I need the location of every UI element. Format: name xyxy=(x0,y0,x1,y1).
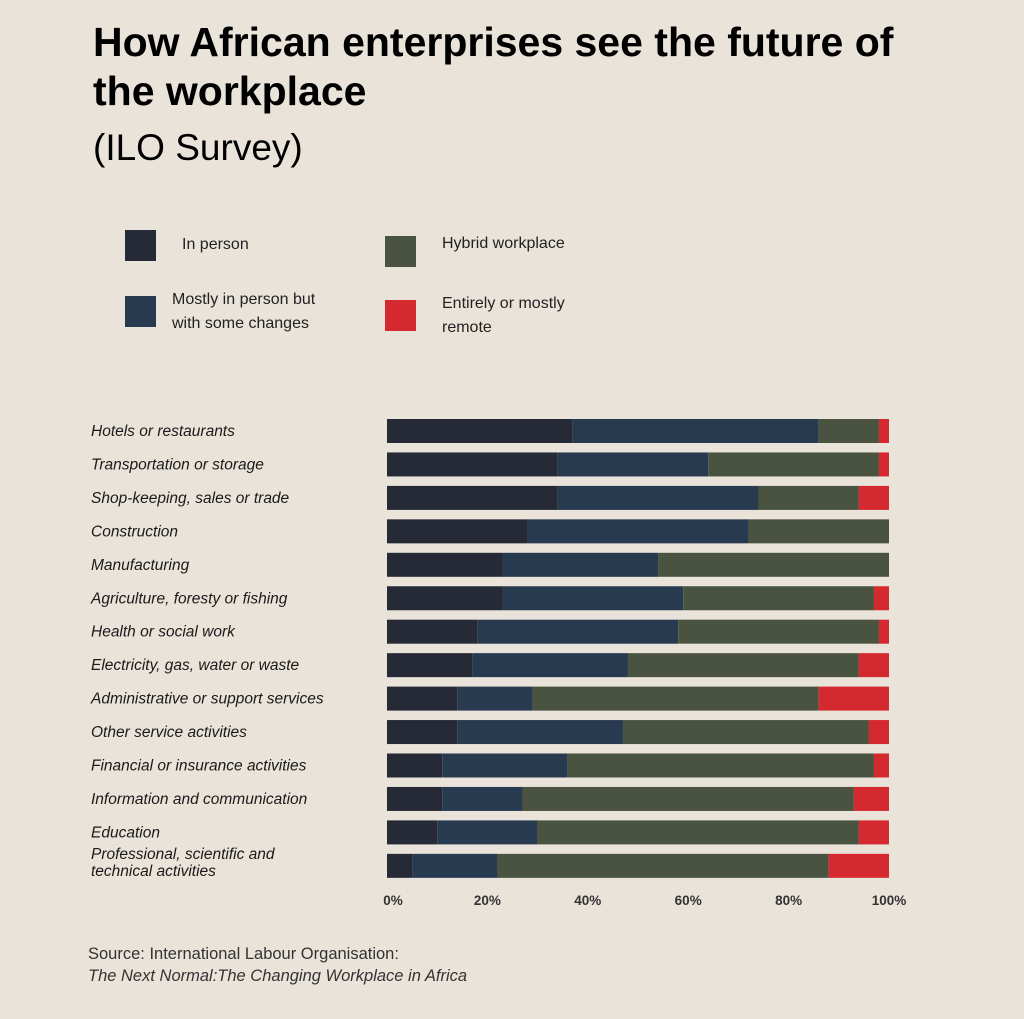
bar-segment xyxy=(758,485,859,510)
bar-segment xyxy=(748,519,889,544)
bar-segment xyxy=(818,686,889,711)
category-label: Transportation or storage xyxy=(91,456,264,473)
category-label: Professional, scientific and technical ac… xyxy=(91,846,276,880)
legend-label: Entirely or mostly remote xyxy=(442,295,565,336)
bar-segment xyxy=(442,753,568,778)
category-label: Construction xyxy=(91,523,178,540)
bar-segment xyxy=(627,653,859,678)
bar-segment xyxy=(457,686,533,711)
bar-segment xyxy=(537,820,859,845)
bar-segment xyxy=(437,820,538,845)
bar-segment xyxy=(387,720,458,745)
bar-segment xyxy=(622,720,869,745)
bar-segment xyxy=(387,485,558,510)
bar-segment xyxy=(557,452,709,477)
source-line: Source: International Labour Organisatio… xyxy=(88,945,399,963)
bar-segment xyxy=(828,853,889,878)
bar-segment xyxy=(387,586,503,611)
bar-segment xyxy=(387,552,503,577)
legend-label: In person xyxy=(182,236,249,253)
category-label: Information and communication xyxy=(91,791,307,808)
bar-segment xyxy=(683,586,874,611)
bar-segment xyxy=(387,786,443,811)
bar-segment xyxy=(387,519,528,544)
bar-segment xyxy=(477,619,679,644)
category-label: Financial or insurance activities xyxy=(91,758,307,775)
bar-segment xyxy=(387,653,473,678)
bar-segment xyxy=(387,452,558,477)
bar-segment xyxy=(658,552,889,577)
category-label: Education xyxy=(91,824,160,841)
bar-segment xyxy=(708,452,879,477)
bar-segment xyxy=(387,820,438,845)
bar-segment xyxy=(572,419,819,443)
bar-segment xyxy=(878,452,889,477)
bar-segment xyxy=(567,753,874,778)
category-label: Electricity, gas, water or waste xyxy=(91,657,300,674)
legend-item-hybrid: Hybrid workplace xyxy=(385,235,632,267)
bar-segment xyxy=(472,653,628,678)
category-label: Manufacturing xyxy=(91,557,190,574)
bar-segment xyxy=(678,619,879,644)
x-tick-label: 40% xyxy=(574,893,601,908)
x-tick-label: 20% xyxy=(474,893,501,908)
bar-segment xyxy=(868,720,889,745)
chart-title: How African enterprises see the future o… xyxy=(93,19,894,114)
legend-swatch-mostly-in-person xyxy=(125,296,156,327)
category-label: Other service activities xyxy=(91,724,247,741)
bar-segment xyxy=(387,619,478,644)
category-label: Agriculture, foresty or fishing xyxy=(90,590,288,607)
bar-segment xyxy=(527,519,749,544)
bar-segment xyxy=(442,786,523,811)
stacked-bar-chart: Hotels or restaurants Transportation or s… xyxy=(90,419,907,908)
bar-segment xyxy=(387,419,573,443)
bar-segment xyxy=(557,485,759,510)
bar-segment xyxy=(532,686,819,711)
legend-swatch-remote xyxy=(385,300,416,331)
bar-segment xyxy=(412,853,498,878)
x-tick-label: 60% xyxy=(675,893,702,908)
legend-swatch-hybrid xyxy=(385,236,416,267)
legend-label: Mostly in person but with some changes xyxy=(172,291,316,332)
category-label: Health or social work xyxy=(91,624,236,641)
bar-segment xyxy=(878,419,889,443)
x-tick-label: 100% xyxy=(872,893,907,908)
bar-segment xyxy=(522,786,854,811)
source-note: Source: International Labour Organisatio… xyxy=(88,943,467,987)
bar-segment xyxy=(873,586,889,611)
bar-segment xyxy=(502,586,684,611)
bar-segment xyxy=(387,753,443,778)
bar-segment xyxy=(497,853,829,878)
bar-segment xyxy=(853,786,889,811)
category-label: Shop-keeping, sales or trade xyxy=(91,490,290,507)
category-label: Hotels or restaurants xyxy=(91,423,235,440)
legend-item-in-person: In person xyxy=(125,230,372,261)
bar-segment xyxy=(878,619,889,644)
legend-swatch-in-person xyxy=(125,230,156,261)
bar-segment xyxy=(873,753,889,778)
chart-subtitle: (ILO Survey) xyxy=(93,127,303,168)
x-tick-label: 80% xyxy=(775,893,802,908)
x-tick-label: 0% xyxy=(383,893,403,908)
legend-item-remote: Entirely or mostly remote xyxy=(385,295,632,340)
bar-segment xyxy=(457,720,623,745)
legend-item-mostly-in-person: Mostly in person but with some changes xyxy=(125,291,362,336)
bar-segment xyxy=(387,686,458,711)
bar-segment xyxy=(858,820,889,845)
bar-segment xyxy=(387,853,413,878)
bar-segment xyxy=(502,552,659,577)
source-reference: The Next Normal:The Changing Workplace i… xyxy=(88,967,468,985)
bar-segment xyxy=(858,653,889,678)
bar-segment xyxy=(858,485,889,510)
category-label: Administrative or support services xyxy=(90,691,324,708)
bar-segment xyxy=(818,419,879,443)
legend-label: Hybrid workplace xyxy=(442,235,565,252)
